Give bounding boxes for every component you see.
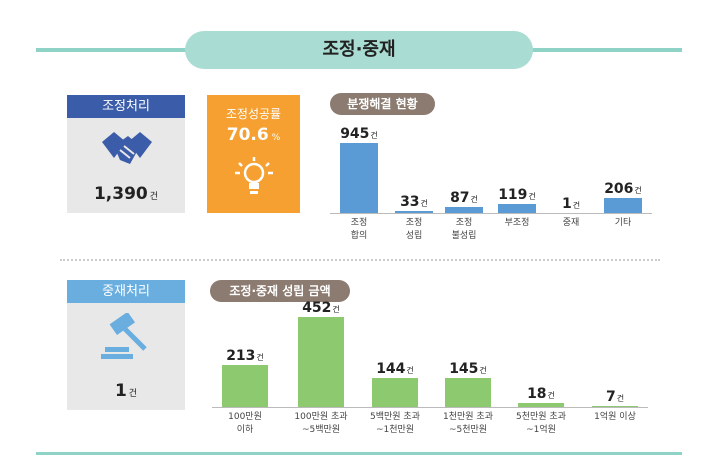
value-label: 7건 xyxy=(572,386,658,405)
x-tick-label: 5천만원 초과 ~1억원 xyxy=(516,412,566,435)
value: 33 xyxy=(400,193,420,210)
bar xyxy=(445,378,491,407)
value: 145 xyxy=(449,361,479,378)
x-tick-label: 1억원 이상 xyxy=(594,412,636,422)
value: 119 xyxy=(498,187,528,204)
x-tick-label: 조정 성립 xyxy=(405,218,423,241)
value-label: 1건 xyxy=(532,193,610,212)
chart-title: 조정·중재 성립 금액 xyxy=(210,280,350,302)
unit: 건 xyxy=(479,366,487,376)
unit: 건 xyxy=(256,352,264,362)
card-label: 중재처리 xyxy=(67,280,185,303)
value: 144 xyxy=(376,361,406,378)
count: 1,390 xyxy=(93,184,148,204)
x-tick-label: 5백만원 초과 ~1천만원 xyxy=(370,412,420,435)
bar xyxy=(395,210,433,213)
value-label: 213건 xyxy=(202,345,288,364)
bar xyxy=(498,204,536,213)
unit: 건 xyxy=(616,393,625,403)
value-label: 87건 xyxy=(425,187,503,206)
value-label: 452건 xyxy=(278,297,364,316)
value: 7 xyxy=(605,388,616,405)
value-label: 206건 xyxy=(584,178,662,197)
value: 452 xyxy=(302,300,332,316)
x-tick-label: 100만원 초과 ~5백만원 xyxy=(294,412,348,435)
x-tick-label: 1천만원 초과 ~5천만원 xyxy=(443,412,493,435)
count: 1 xyxy=(114,381,127,401)
x-tick-label: 100만원 이하 xyxy=(228,412,262,435)
page-title: 조정·중재 xyxy=(185,31,533,69)
value-label: 18건 xyxy=(498,383,584,402)
card: 조정성공률 70.6% xyxy=(207,95,300,213)
card-label: 조정성공률 xyxy=(225,107,282,121)
bar xyxy=(592,405,638,407)
unit: 건 xyxy=(332,305,340,314)
unit: 건 xyxy=(128,389,138,399)
value-label: 945건 xyxy=(320,123,398,142)
card: 1,390 건 xyxy=(67,118,185,213)
bar xyxy=(518,403,564,407)
unit: 건 xyxy=(470,194,478,204)
value: 1 xyxy=(561,195,572,212)
x-tick-label: 조정 불성립 xyxy=(451,218,477,241)
x-tick-label: 중재 xyxy=(562,218,580,228)
unit: 건 xyxy=(149,192,159,202)
footer-line xyxy=(36,452,682,455)
rate: 70.6 xyxy=(226,125,269,145)
bar xyxy=(298,317,344,407)
unit: 건 xyxy=(572,200,581,210)
value-label: 33건 xyxy=(375,191,453,210)
bar xyxy=(222,364,268,407)
card-label: 조정처리 xyxy=(67,95,185,118)
value-label: 145건 xyxy=(425,358,511,377)
value-label: 119건 xyxy=(478,184,556,203)
unit: 건 xyxy=(547,391,555,401)
unit: 건 xyxy=(420,198,428,208)
bar xyxy=(604,197,642,213)
x-tick-label: 조정 합의 xyxy=(350,218,368,241)
value: 206 xyxy=(604,180,634,197)
unit: 건 xyxy=(406,366,414,376)
value: 213 xyxy=(226,347,256,364)
unit: % xyxy=(271,133,281,143)
x-tick-label: 기타 xyxy=(614,218,632,228)
x-tick-label: 부조정 xyxy=(504,218,530,228)
unit: 건 xyxy=(370,131,378,140)
value: 945 xyxy=(340,126,370,142)
unit: 건 xyxy=(528,192,536,202)
chart-title: 분쟁해결 현황 xyxy=(330,93,435,115)
separator xyxy=(60,259,660,261)
bar xyxy=(340,143,378,213)
value: 87 xyxy=(450,189,470,206)
baseline xyxy=(212,407,648,408)
bar xyxy=(445,206,483,213)
gavel-icon xyxy=(101,313,147,359)
value: 18 xyxy=(527,386,547,403)
unit: 건 xyxy=(634,185,642,195)
baseline xyxy=(330,213,652,214)
value-label: 144건 xyxy=(352,358,438,377)
bar xyxy=(372,378,418,407)
bulb-icon xyxy=(235,157,273,194)
handshake-icon xyxy=(102,132,152,164)
